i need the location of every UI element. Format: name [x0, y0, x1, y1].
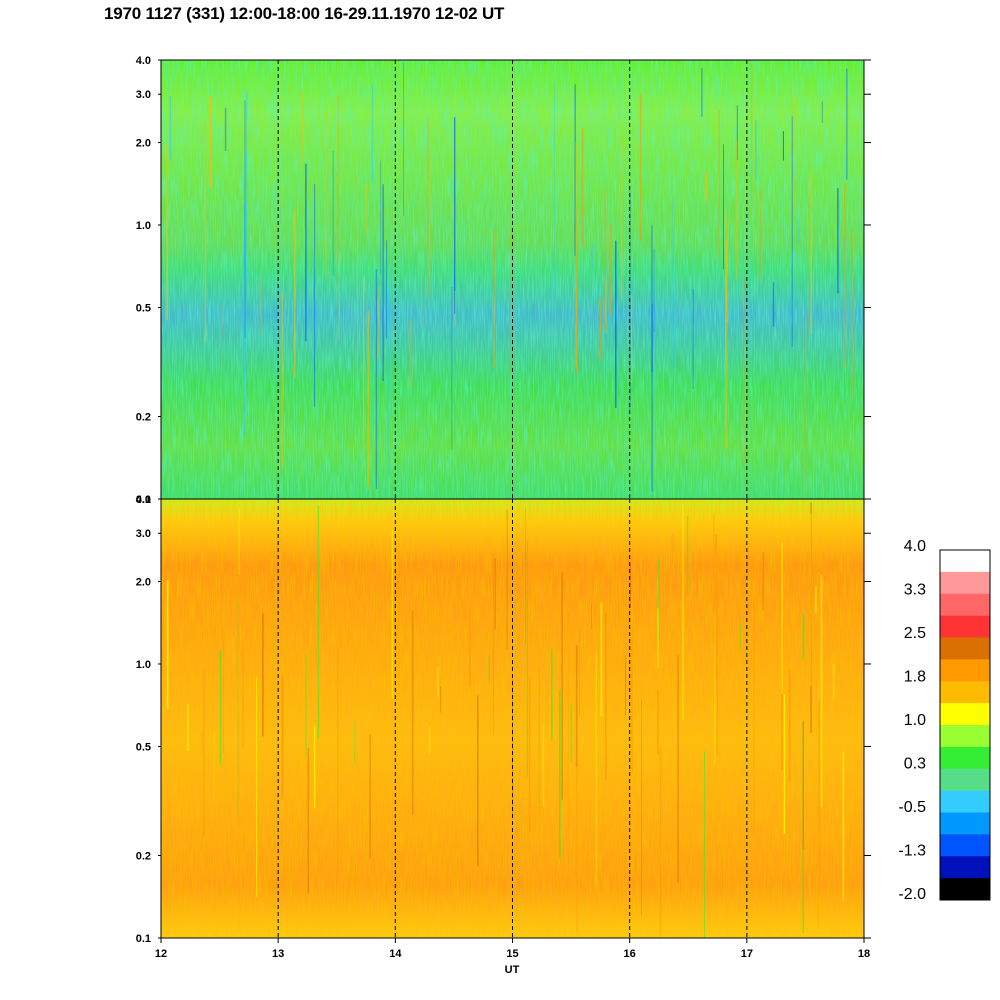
colorbar-swatch: [940, 725, 990, 748]
upper-y-tick-label: 3.0: [136, 89, 151, 101]
colorbar-swatch: [940, 768, 990, 791]
colorbar: 4.0 3.3 2.5 1.8 1.0 0.3 -0.5 -1.3 -2.0: [898, 538, 991, 903]
upper-y-tick-label: 0.2: [136, 412, 151, 424]
lower-y-axis: 0.1 0.2 0.5 1.0 2.0 3.0 4.0: [136, 494, 871, 945]
colorbar-frame: [939, 549, 991, 901]
colorbar-swatch: [940, 856, 990, 879]
lower-grid-lines: [277, 499, 748, 938]
lower-spectrogram-panel: 0.1 0.2 0.5 1.0 2.0 3.0 4.0: [136, 494, 871, 945]
x-axis-label: UT: [505, 964, 520, 976]
lower-y-tick-label: 1.0: [136, 659, 151, 671]
colorbar-swatch: [940, 593, 990, 616]
colorbar-label: 2.5: [904, 625, 926, 642]
x-tick-label: 16: [624, 948, 636, 960]
colorbar-swatch: [940, 790, 990, 813]
colorbar-label: -2.0: [898, 886, 926, 903]
upper-y-tick-label: 2.0: [136, 137, 151, 149]
x-tick-label: 15: [506, 948, 518, 960]
lower-y-tick-label: 3.0: [136, 528, 151, 540]
colorbar-swatch: [940, 812, 990, 835]
colorbar-swatch: [940, 746, 990, 770]
upper-y-tick-label: 4.0: [136, 55, 151, 67]
lower-y-tick-label: 2.0: [136, 576, 151, 588]
x-tick-label: 18: [858, 948, 870, 960]
colorbar-swatch: [940, 659, 990, 682]
upper-y-tick-label: 1.0: [136, 220, 151, 232]
colorbar-swatch: [940, 703, 990, 726]
colorbar-swatch: [940, 637, 990, 660]
colorbar-swatch: [940, 615, 990, 638]
x-axis: 12 13 14 15 16 17 18: [155, 938, 870, 960]
upper-y-tick-label: 0.5: [136, 302, 151, 314]
upper-spectrogram-panel: 0.1 0.2 0.5 1.0 2.0 3.0 4.0: [136, 55, 871, 506]
colorbar-label: 1.8: [904, 669, 926, 686]
colorbar-swatch: [940, 571, 990, 595]
upper-y-axis: 0.1 0.2 0.5 1.0 2.0 3.0 4.0: [136, 55, 871, 506]
colorbar-label: 4.0: [904, 538, 926, 555]
lower-y-tick-label: 0.5: [136, 741, 151, 753]
x-tick-label: 14: [389, 948, 402, 960]
colorbar-label: 3.3: [904, 582, 926, 599]
colorbar-label: -0.5: [898, 799, 926, 816]
colorbar-swatch: [940, 550, 990, 573]
colorbar-label: 1.0: [904, 712, 926, 729]
upper-y-tick-label: 0.1: [136, 494, 151, 506]
upper-grid-lines: [277, 60, 748, 499]
x-tick-label: 12: [155, 948, 167, 960]
lower-streaks: [162, 502, 845, 938]
colorbar-swatch: [940, 878, 990, 901]
upper-streaks: [166, 62, 853, 499]
lower-y-tick-label: 4.0: [136, 494, 151, 506]
colorbar-label: -1.3: [898, 843, 926, 860]
lower-y-tick-label: 0.2: [136, 851, 151, 863]
colorbar-label: 0.3: [904, 756, 926, 773]
x-tick-label: 13: [272, 948, 284, 960]
x-tick-label: 17: [741, 948, 753, 960]
lower-y-tick-label: 0.1: [136, 933, 151, 945]
colorbar-swatch: [940, 681, 990, 704]
chart-title: 1970 1127 (331) 12:00-18:00 16-29.11.197…: [104, 4, 505, 23]
colorbar-swatch: [940, 834, 990, 857]
